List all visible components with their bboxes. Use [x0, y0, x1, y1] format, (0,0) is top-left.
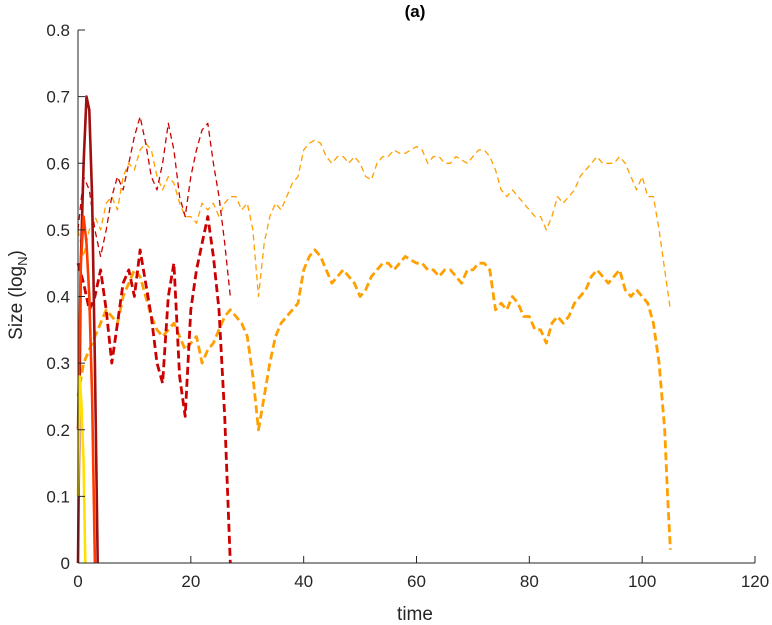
y-tick-group: 0 0.1 0.2 0.3 0.4 0.5 0.6 0.7 0.8	[46, 21, 85, 573]
x-tick-label: 100	[628, 572, 656, 591]
chart-title: (a)	[405, 2, 426, 21]
series-group	[76, 95, 672, 564]
x-tick-label: 20	[181, 572, 200, 591]
series-line-6	[76, 215, 97, 564]
series-line-3	[77, 115, 231, 297]
y-tick-label: 0.8	[46, 21, 70, 40]
x-tick-label: 0	[73, 572, 82, 591]
y-tick-label: 0.2	[46, 421, 70, 440]
y-tick-label: 0.3	[46, 354, 70, 373]
y-tick-label: 0.7	[46, 88, 70, 107]
y-axis-label-main: Size (log	[6, 266, 27, 340]
y-axis-label-close: )	[6, 250, 27, 256]
y-axis-label-subscript: N	[15, 257, 30, 266]
y-tick-label: 0.4	[46, 288, 70, 307]
y-tick-label: 0.1	[46, 487, 70, 506]
y-tick-label: 0.6	[46, 154, 70, 173]
y-axis-label: Size (logN)	[6, 250, 30, 340]
series-line-1	[77, 139, 672, 310]
series-line-4	[76, 215, 232, 564]
x-tick-label: 120	[741, 572, 769, 591]
y-tick-label: 0.5	[46, 221, 70, 240]
x-axis-label: time	[397, 604, 433, 625]
x-tick-label: 60	[407, 572, 426, 591]
y-tick-label: 0	[61, 554, 70, 573]
x-tick-label: 80	[520, 572, 539, 591]
x-tick-label: 40	[294, 572, 313, 591]
x-tick-group: 0 20 40 60 80 100 120	[73, 556, 769, 591]
